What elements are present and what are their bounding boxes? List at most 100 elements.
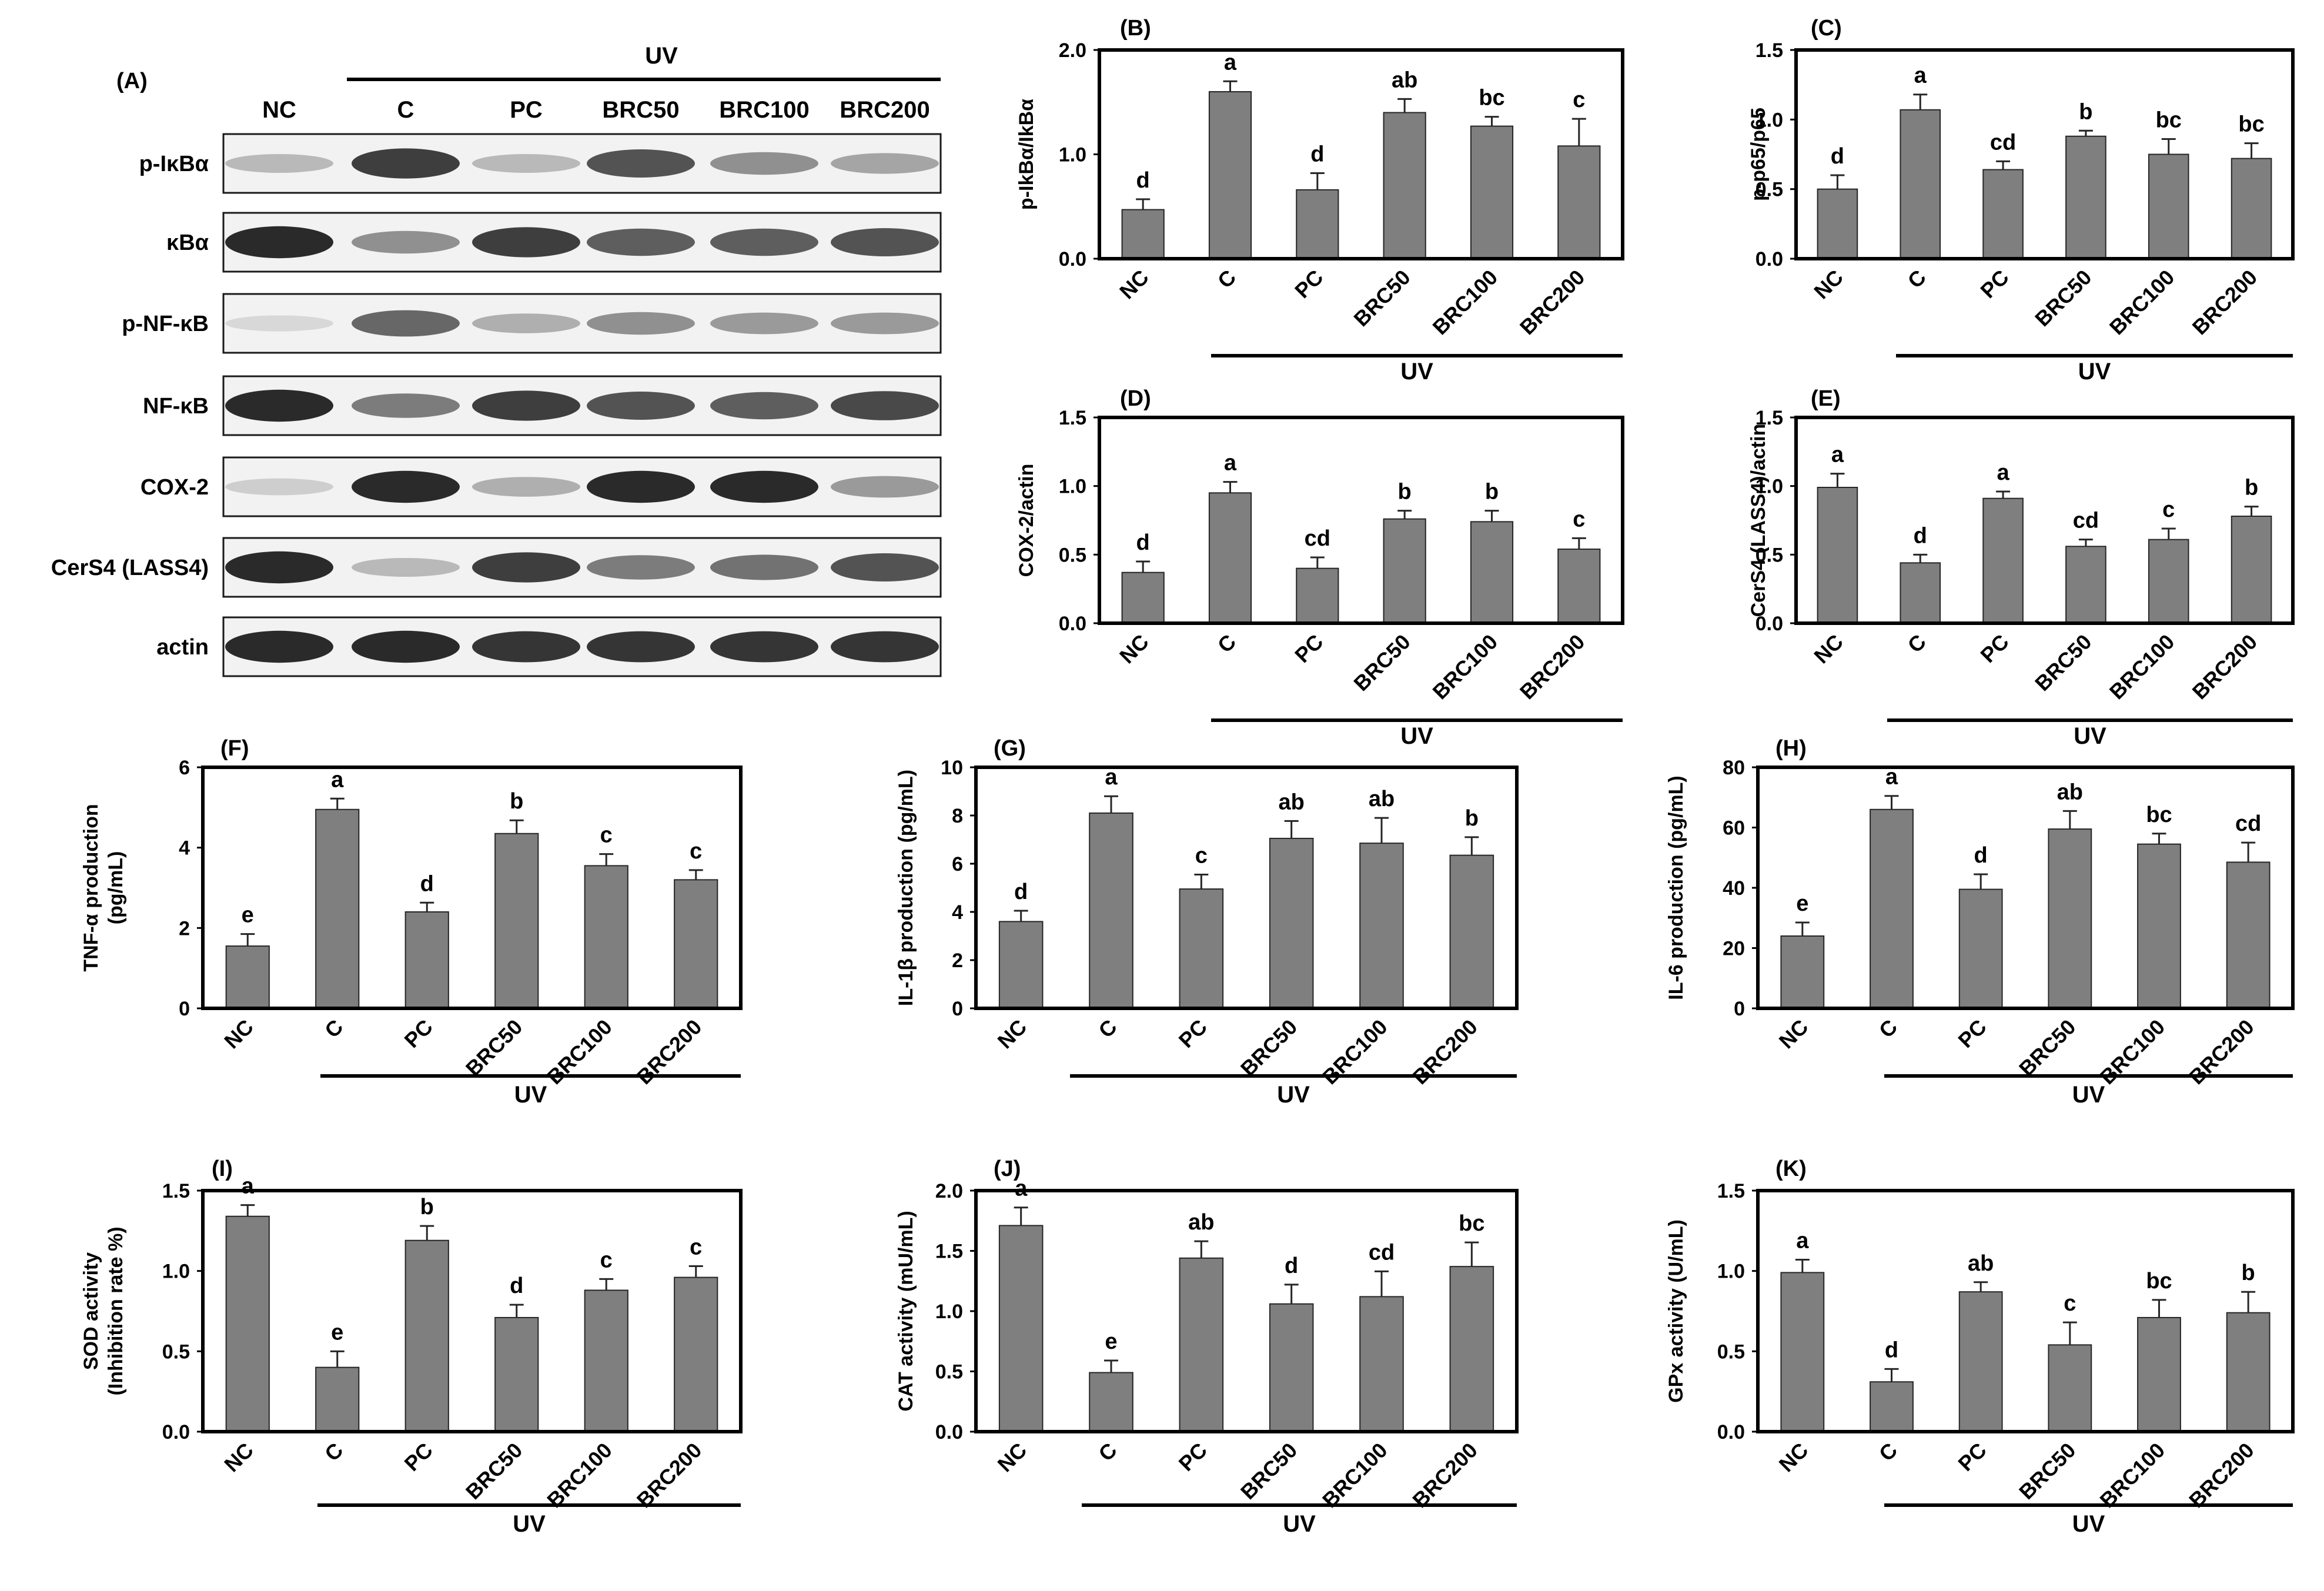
y-tick-label: 0.0 (1059, 248, 1086, 270)
significance-letter: c (1573, 88, 1585, 112)
x-tick-label-BRC100: BRC100 (2105, 265, 2179, 340)
panel-label-H: (H) (1775, 736, 1807, 761)
bar-C (1208, 91, 1252, 259)
bar-BRC200 (2226, 1312, 2271, 1433)
significance-letter: a (1796, 1229, 1809, 1254)
panel-label-C: (C) (1811, 16, 1842, 41)
blot-row-label: p-IκBα (139, 152, 209, 176)
y-tick-label: 0.0 (1755, 613, 1783, 635)
blot-row-label: COX-2 (141, 475, 209, 500)
blot-membrane (222, 537, 942, 598)
y-axis-label: IL-6 production (pg/mL) (1665, 776, 1687, 1000)
bar-NC (1121, 571, 1165, 624)
bar-NC (1121, 209, 1165, 260)
bar-BRC200 (1449, 1266, 1494, 1432)
y-tick-label: 0 (1734, 998, 1745, 1020)
chart-panel-D: (D) 0.0 0.5 1.0 1.5 COX-2/actin d NC a Ccd PC b BRC5… (1015, 386, 1624, 749)
significance-letter: ab (1188, 1210, 1214, 1235)
chart-panel-G: (G) 0 2 4 6 8 10 IL-1β production (pg/mL) d NC a Cc… (895, 736, 1519, 1108)
uv-group-label: UV (1400, 359, 1433, 385)
blot-band (710, 152, 818, 175)
bar-BRC200 (1449, 854, 1494, 1010)
blot-band (710, 392, 818, 420)
significance-letter: bc (1459, 1211, 1484, 1236)
x-tick-label-BRC100: BRC100 (542, 1015, 617, 1089)
y-axis-label-line: CerS4 (LASS4)/actin (1747, 424, 1770, 617)
blot-row-label: NF-κB (143, 394, 209, 419)
x-tick-label-BRC50: BRC50 (1236, 1015, 1302, 1081)
y-tick-label: 0.0 (162, 1421, 190, 1443)
bar-BRC50 (1383, 518, 1426, 624)
bar-C (1870, 1381, 1914, 1432)
plot-frame (1794, 416, 2295, 625)
y-tick-label: 0.5 (1755, 179, 1783, 201)
y-axis-label: CerS4 (LASS4)/actin (1747, 424, 1770, 617)
significance-letter: ab (1278, 790, 1304, 814)
y-tick-label: 2 (179, 917, 190, 940)
blot-row: CerS4 (LASS4) (51, 537, 942, 598)
bar-C (1900, 109, 1941, 259)
y-tick-label: 1.5 (1755, 407, 1783, 429)
x-tick-label-PC: PC (1975, 630, 2013, 667)
blot-band (225, 315, 333, 332)
x-tick-label-BRC50: BRC50 (1349, 265, 1415, 331)
y-tick-label: 0.0 (935, 1421, 963, 1443)
significance-letter: d (510, 1274, 523, 1298)
blot-lane-NC: NC (262, 97, 296, 123)
blot-band (352, 393, 460, 418)
y-tick-label: 0.5 (935, 1361, 963, 1383)
significance-letter: a (1997, 460, 2010, 485)
plot-frame (201, 766, 743, 1010)
plot-frame (1098, 416, 1624, 625)
significance-letter: d (1136, 530, 1150, 555)
y-tick-label: 1.5 (162, 1180, 190, 1202)
x-tick-label-PC: PC (1174, 1438, 1212, 1476)
significance-letter: d (1014, 880, 1028, 904)
x-tick-label-BRC200: BRC200 (2184, 1015, 2259, 1089)
bar-BRC100 (584, 1289, 628, 1432)
x-tick-label-C: C (1874, 1015, 1902, 1042)
significance-letter: bc (2156, 108, 2182, 132)
blot-band (472, 390, 580, 421)
bar-PC (1982, 169, 2024, 259)
blot-band (587, 392, 695, 420)
y-axis-label: p-p65/p65 (1747, 108, 1770, 201)
bar-PC (404, 1239, 449, 1433)
significance-letter: e (1105, 1329, 1117, 1354)
panel-label-G: (G) (994, 736, 1026, 761)
blot-band (472, 154, 580, 173)
y-axis-label: COX-2/actin (1015, 464, 1038, 577)
y-axis-label-line: TNF-α production (80, 804, 102, 971)
x-tick-label-C: C (1874, 1438, 1902, 1466)
bar-BRC100 (1470, 125, 1514, 259)
significance-letter: b (1398, 480, 1412, 504)
blot-band (831, 391, 939, 420)
y-tick-label: 6 (179, 757, 190, 779)
significance-letter: a (1831, 443, 1844, 467)
y-axis-label: IL-1β production (pg/mL) (895, 770, 917, 1006)
y-tick-label: 0.0 (1755, 248, 1783, 270)
blot-row: NF-κB (143, 375, 942, 436)
bar-PC (1179, 888, 1224, 1010)
blot-band (831, 228, 939, 256)
blot-lane-BRC50: BRC50 (602, 97, 679, 123)
y-tick-label: 1.0 (1717, 1261, 1745, 1283)
x-tick-label-NC: NC (1774, 1015, 1813, 1054)
blot-row: actin (156, 616, 942, 677)
bar-PC (1296, 567, 1339, 624)
blot-band (352, 558, 460, 577)
bar-BRC50 (1269, 1303, 1314, 1432)
x-tick-label-BRC100: BRC100 (1428, 630, 1503, 704)
x-tick-label-NC: NC (1115, 630, 1153, 669)
bar-C (1089, 1372, 1133, 1433)
bar-NC (225, 945, 270, 1010)
bar-BRC50 (2048, 828, 2092, 1009)
x-tick-label-BRC50: BRC50 (2030, 630, 2096, 696)
y-tick-label: 8 (952, 805, 963, 827)
blot-band (710, 470, 818, 503)
blot-band (587, 149, 695, 178)
x-tick-label-BRC200: BRC200 (1407, 1015, 1482, 1089)
significance-letter: bc (2146, 1269, 2172, 1293)
bar-PC (1296, 189, 1339, 260)
y-tick-label: 0.0 (1717, 1421, 1745, 1443)
